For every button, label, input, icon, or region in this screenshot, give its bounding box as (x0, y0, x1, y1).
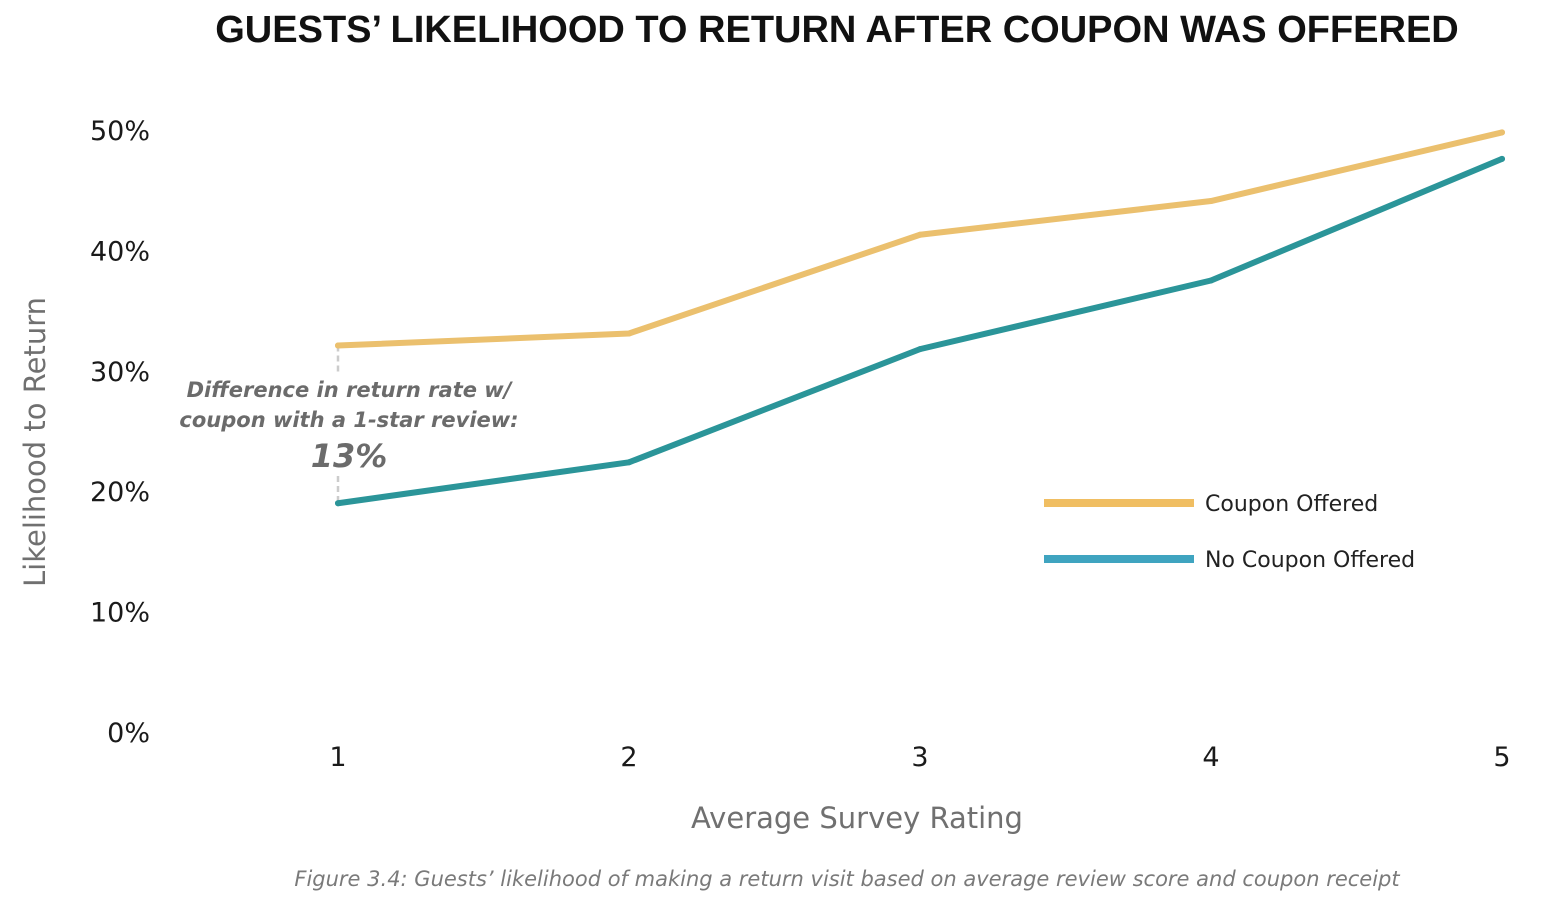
x-tick-label: 5 (1493, 742, 1510, 773)
x-axis-ticks: 1 2 3 4 5 (329, 742, 1510, 773)
y-axis-label: Likelihood to Return (18, 297, 52, 587)
x-axis-label: Average Survey Rating (691, 801, 1023, 835)
data-point (626, 459, 632, 466)
y-tick-label: 30% (90, 357, 150, 388)
data-point (917, 231, 923, 238)
legend-label: No Coupon Offered (1205, 548, 1415, 573)
series-lines (335, 129, 1505, 507)
data-point (1499, 129, 1505, 136)
series-line-coupon-offered (335, 129, 1505, 349)
x-tick-label: 1 (329, 742, 346, 773)
annotation-line-2: coupon with a 1-star review: (179, 408, 518, 432)
annotation-line-1: Difference in return rate w/ (187, 378, 514, 402)
data-point (1208, 198, 1214, 205)
data-point (1208, 277, 1214, 284)
chart-title: GUESTS’ LIKELIHOOD TO RETURN AFTER COUPO… (215, 9, 1459, 51)
data-point (626, 330, 632, 337)
y-tick-label: 40% (90, 236, 150, 267)
y-tick-label: 10% (90, 598, 150, 629)
figure-caption: Figure 3.4: Guests’ likelihood of making… (294, 867, 1400, 891)
series-line-no-coupon-offered (335, 155, 1505, 507)
annotation-value: 13% (311, 437, 388, 475)
x-tick-label: 4 (1202, 742, 1219, 773)
legend: Coupon Offered No Coupon Offered (1044, 492, 1415, 573)
y-tick-label: 50% (90, 116, 150, 147)
data-point (917, 346, 923, 353)
y-tick-label: 0% (107, 718, 150, 749)
data-point (1499, 155, 1505, 162)
x-tick-label: 2 (620, 742, 637, 773)
y-tick-label: 20% (90, 477, 150, 508)
y-axis-ticks: 0% 10% 20% 30% 40% 50% (90, 116, 150, 749)
data-point (335, 500, 341, 507)
x-tick-label: 3 (911, 742, 928, 773)
data-point (335, 342, 341, 349)
legend-label: Coupon Offered (1205, 492, 1378, 517)
